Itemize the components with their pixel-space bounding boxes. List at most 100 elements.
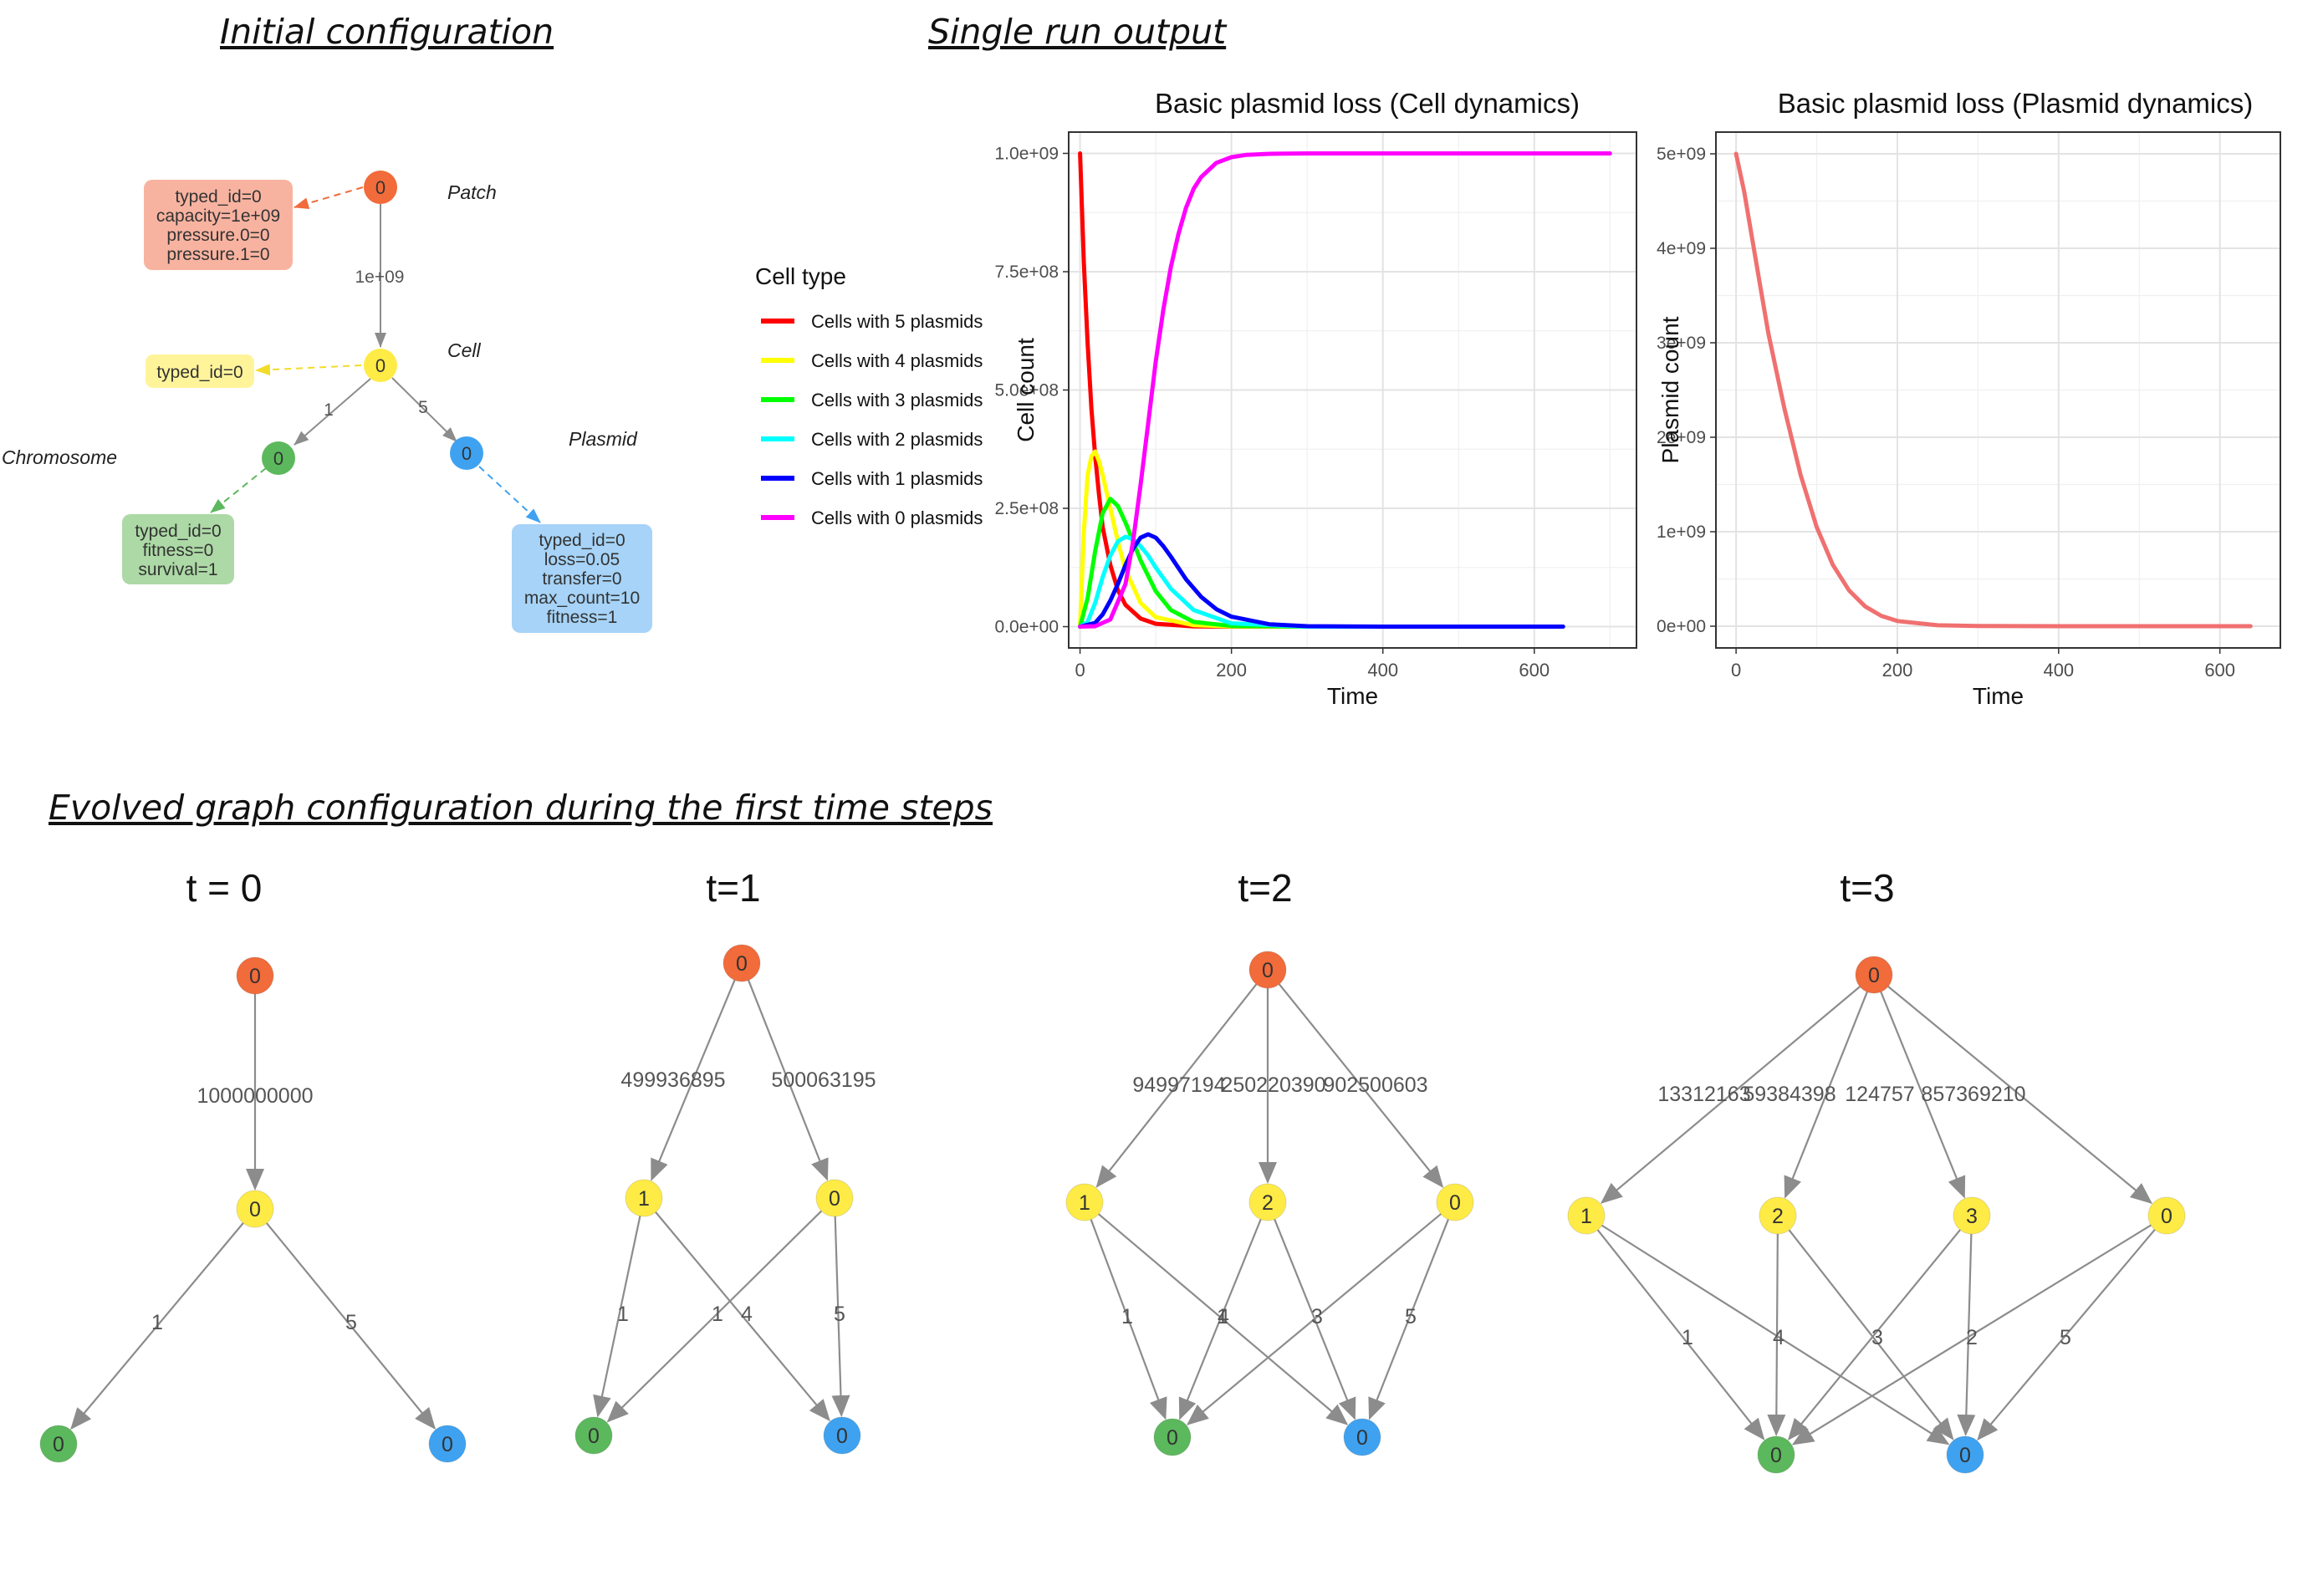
legend-entry-label: Cells with 4 plasmids — [811, 350, 983, 371]
edge-label-patch-cell: 1e+09 — [355, 268, 405, 287]
patch-attr-edge — [294, 186, 364, 209]
chromosome-node — [262, 441, 295, 475]
type-label-patch: Patch — [447, 181, 497, 203]
timestep-title: t=3 — [1840, 866, 1894, 910]
cell-node — [364, 349, 397, 382]
series-line — [1078, 151, 1612, 629]
graph-edge — [1600, 986, 1861, 1204]
graph-edge — [1186, 1213, 1442, 1425]
cell-node-label: 3 — [1966, 1205, 1978, 1228]
plasmid-node — [450, 436, 483, 470]
plasmid-node-label: 0 — [836, 1425, 848, 1448]
edge-label: 1 — [1121, 1305, 1133, 1328]
edge-label: 857369210 — [1921, 1083, 2025, 1106]
y-tick-label: 2.5e+08 — [995, 499, 1059, 518]
chromosome-node — [39, 1425, 78, 1463]
y-tick-label: 1e+09 — [1657, 523, 1706, 542]
edge-label: 3 — [1871, 1326, 1883, 1349]
x-axis-label: Time — [1327, 683, 1378, 709]
type-label-chromosome: Chromosome — [2, 446, 117, 468]
patch-node — [722, 944, 761, 982]
chart-title: Basic plasmid loss (Cell dynamics) — [1155, 88, 1580, 119]
type-label-cell: Cell — [447, 339, 482, 361]
graph-edge — [651, 979, 736, 1181]
timestep-title: t=1 — [706, 866, 760, 910]
legend-entry-label: Cells with 0 plasmids — [811, 507, 983, 528]
cell-node — [1567, 1196, 1606, 1235]
patch-attr-line: pressure.0=0 — [166, 226, 269, 245]
chromosome-node-label: 0 — [1770, 1444, 1782, 1467]
graph-edge — [606, 1210, 823, 1423]
patch-node — [236, 956, 274, 995]
cell-node — [1248, 1183, 1287, 1221]
plasmid-attr-line: typed_id=0 — [539, 531, 625, 550]
edge-cell-plasmid — [391, 377, 457, 442]
legend-entry-label: Cells with 3 plasmids — [811, 390, 983, 410]
edge-label: 1 — [712, 1303, 723, 1326]
plasmid-attr-edge — [478, 466, 541, 523]
edge-label: 499936895 — [620, 1068, 725, 1092]
legend-entry-label: Cells with 1 plasmids — [811, 468, 983, 489]
patch-node-label: 0 — [375, 177, 385, 198]
y-tick-label: 0e+00 — [1657, 617, 1706, 636]
graph-edge — [655, 1211, 830, 1422]
cell-dynamics-chart: 0 200 400 600 0.0e+00 2.5e+08 5.0e+08 7.5e+08 1.… — [995, 88, 1637, 709]
graph-edge — [1368, 1219, 1449, 1420]
x-tick-label: 600 — [1519, 660, 1550, 681]
type-label-plasmid: Plasmid — [569, 428, 638, 450]
cell-node — [1065, 1183, 1104, 1221]
legend-entry-label: Cells with 2 plasmids — [811, 429, 983, 450]
graph-edge — [1788, 1229, 1954, 1440]
edge-label: 4 — [741, 1303, 753, 1326]
cell-node — [1759, 1196, 1797, 1235]
graph-edge — [1791, 1224, 2152, 1446]
y-tick-label: 3e+09 — [1657, 334, 1706, 353]
plasmid-attr-line: transfer=0 — [542, 569, 621, 589]
evolved-graph-title: Evolved graph configuration during the f… — [49, 788, 993, 828]
cell-node-label: 0 — [829, 1187, 840, 1211]
initial-configuration-graph: typed_id=0 capacity=1e+09 pressure.0=0 p… — [2, 171, 652, 633]
patch-node — [1248, 951, 1287, 989]
x-tick-label: 0 — [1075, 660, 1085, 681]
plasmid-attr-line: fitness=1 — [547, 608, 618, 627]
patch-node-label: 0 — [736, 952, 748, 976]
graph-edge — [1178, 1218, 1262, 1420]
y-tick-label: 2e+09 — [1657, 428, 1706, 447]
chromosome-attr-line: survival=1 — [138, 560, 217, 579]
series-line — [1733, 151, 2253, 629]
patch-node-label: 0 — [1868, 964, 1880, 987]
y-tick-label: 1.0e+09 — [995, 144, 1059, 163]
graph-edge — [1957, 1233, 1976, 1437]
x-tick-label: 200 — [1882, 660, 1913, 681]
edge-cell-chromosome — [294, 378, 371, 446]
cell-node — [625, 1179, 663, 1217]
cell-node — [815, 1179, 854, 1217]
cell-node-label: 2 — [1772, 1205, 1784, 1228]
chromosome-node — [1153, 1418, 1192, 1456]
legend-title: Cell type — [755, 263, 846, 289]
chromosome-node-label: 0 — [273, 448, 283, 469]
graph-edge — [748, 980, 829, 1181]
edge-label: 1 — [1682, 1326, 1693, 1349]
cell-node-label: 0 — [249, 1198, 261, 1221]
legend-entry-label: Cells with 5 plasmids — [811, 311, 983, 332]
cell-attr-line: typed_id=0 — [156, 363, 243, 382]
y-axis-label: Plasmid count — [1657, 316, 1683, 463]
edge-label: 3 — [1311, 1305, 1323, 1328]
plasmid-node — [1343, 1418, 1381, 1456]
graph-edge — [1601, 1224, 1950, 1446]
graph-edge — [1784, 992, 1868, 1199]
graph-edge — [1596, 1229, 1765, 1440]
patch-attr-line: pressure.1=0 — [166, 245, 269, 264]
chromosome-node-label: 0 — [1167, 1426, 1178, 1450]
plot-border — [1068, 131, 1637, 649]
edge-label: 1 — [617, 1303, 629, 1326]
patch-node-label: 0 — [249, 965, 261, 988]
single-run-output-title: Single run output — [928, 12, 1227, 52]
plasmid-node-label: 0 — [442, 1433, 453, 1456]
edge-label: 2 — [1966, 1326, 1978, 1349]
edge-label: 1 — [151, 1311, 163, 1334]
graph-edge — [1977, 1229, 2156, 1441]
